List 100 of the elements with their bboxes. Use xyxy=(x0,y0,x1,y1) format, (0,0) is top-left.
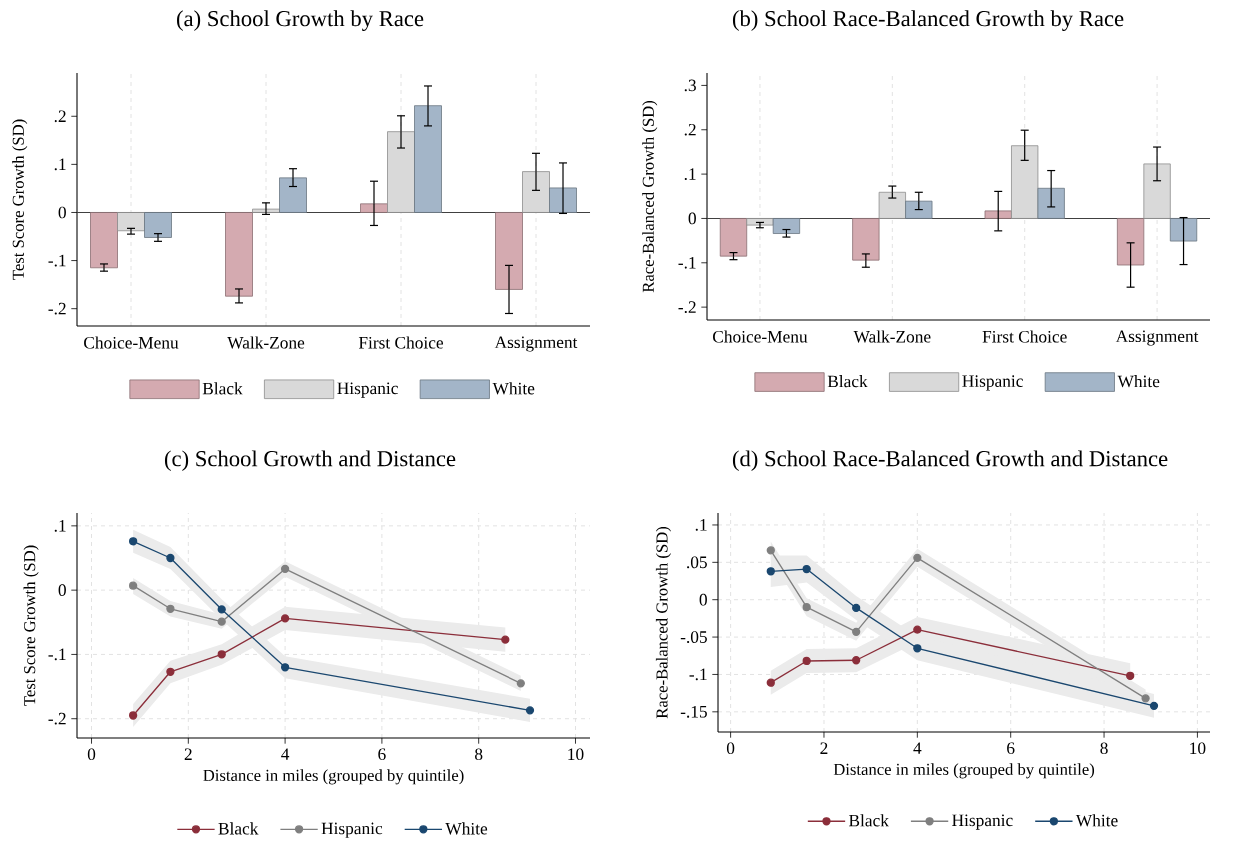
x-tick-label: 0 xyxy=(87,748,96,761)
y-tick-label: -.1 xyxy=(678,256,696,269)
point xyxy=(166,667,175,676)
point xyxy=(913,553,922,562)
x-tick-label: Walk-Zone xyxy=(853,330,931,343)
y-tick-label: -.15 xyxy=(680,705,707,718)
legend-label: White xyxy=(492,382,535,395)
x-tick-label: 2 xyxy=(820,742,828,754)
bar xyxy=(414,105,442,213)
point xyxy=(766,678,775,687)
x-axis-title: Distance in miles (grouped by quintile) xyxy=(833,763,1095,779)
x-tick-label: Walk-Zone xyxy=(227,336,305,349)
bar xyxy=(1143,163,1171,219)
y-tick-label: .05 xyxy=(687,556,707,569)
x-tick-label: 10 xyxy=(568,748,584,761)
bar xyxy=(905,200,933,219)
x-tick-label: First Choice xyxy=(358,336,444,349)
y-tick-label: .1 xyxy=(54,158,66,171)
bar xyxy=(1116,218,1145,266)
point xyxy=(1126,671,1135,681)
point xyxy=(280,564,290,574)
x-tick-label: 6 xyxy=(1007,742,1015,755)
legend-label: Black xyxy=(848,814,889,827)
chart-title: (b) School Race-Balanced Growth by Race xyxy=(732,10,1124,31)
y-tick-label: -.2 xyxy=(48,712,66,725)
point xyxy=(280,663,290,672)
legend-label: White xyxy=(1075,814,1118,827)
y-axis-title: Test Score Growth (SD) xyxy=(12,119,28,280)
bar xyxy=(1011,145,1039,219)
y-axis-title: Test Score Growth (SD) xyxy=(23,545,39,706)
x-tick-label: 0 xyxy=(726,742,735,755)
bar xyxy=(90,212,118,269)
y-tick-label: 0 xyxy=(688,212,696,225)
y-tick-label: -.1 xyxy=(48,648,66,661)
y-tick-label: 0 xyxy=(58,206,66,219)
x-tick-label: Choice-Menu xyxy=(713,330,808,343)
legend-label: Hispanic xyxy=(952,814,1013,830)
y-axis-title: Race-Balanced Growth (SD) xyxy=(642,100,658,293)
x-tick-label: 8 xyxy=(1100,742,1108,755)
x-axis-title: Distance in miles (grouped by quintile) xyxy=(203,769,464,785)
point xyxy=(802,564,811,574)
legend-label: Black xyxy=(202,382,243,395)
point xyxy=(280,614,290,623)
bar xyxy=(522,171,550,213)
chart-title: (c) School Growth and Distance xyxy=(164,450,456,471)
y-tick-label: -.1 xyxy=(689,668,707,681)
point xyxy=(129,711,138,720)
point xyxy=(766,567,775,576)
y-tick-label: -.2 xyxy=(48,302,66,315)
point xyxy=(166,604,175,613)
y-axis-title: Race-Balanced Growth (SD) xyxy=(655,526,672,719)
x-tick-label: Assignment xyxy=(1115,330,1199,346)
x-tick-label: 10 xyxy=(1190,742,1206,755)
x-tick-label: 8 xyxy=(475,748,483,761)
legend-label: Hispanic xyxy=(962,375,1023,391)
y-tick-label: .1 xyxy=(695,519,707,531)
chart-title: (a) School Growth by Race xyxy=(177,10,424,31)
point xyxy=(166,553,175,563)
legend-label: Hispanic xyxy=(321,822,383,838)
chart-title: (d) School Race-Balanced Growth and Distance xyxy=(732,450,1168,471)
y-tick-label: 0 xyxy=(699,593,707,606)
bar xyxy=(144,212,172,238)
bar xyxy=(772,218,801,234)
point xyxy=(913,644,922,653)
legend-label: White xyxy=(1117,375,1160,388)
bar xyxy=(279,177,307,213)
bar xyxy=(878,191,906,219)
point xyxy=(217,617,226,626)
bar xyxy=(252,208,280,213)
bar xyxy=(225,212,253,297)
x-tick-label: 4 xyxy=(913,742,922,754)
point xyxy=(217,650,226,659)
y-tick-label: .3 xyxy=(684,79,696,92)
y-tick-label: -.2 xyxy=(678,301,696,313)
point xyxy=(525,706,535,715)
point xyxy=(852,627,861,636)
y-tick-label: -.1 xyxy=(48,254,66,267)
y-tick-label: .2 xyxy=(54,110,66,123)
bar xyxy=(852,218,880,261)
x-tick-label: Assignment xyxy=(494,336,578,352)
point xyxy=(852,603,861,613)
point xyxy=(802,603,811,612)
point xyxy=(501,635,510,644)
bar xyxy=(719,218,748,257)
bar xyxy=(360,203,388,213)
y-tick-label: .1 xyxy=(684,168,696,180)
bar xyxy=(984,210,1012,219)
bar xyxy=(495,212,523,290)
x-tick-label: First Choice xyxy=(982,330,1067,343)
y-tick-label: .2 xyxy=(684,123,696,136)
x-tick-label: 2 xyxy=(184,748,192,760)
y-tick-label: 0 xyxy=(58,584,66,596)
point xyxy=(1149,701,1159,710)
point xyxy=(1141,694,1150,703)
legend-label: White xyxy=(445,822,488,835)
y-tick-label: -.05 xyxy=(680,631,707,643)
bar xyxy=(387,131,415,213)
point xyxy=(129,537,138,546)
point xyxy=(802,656,811,666)
x-tick-label: Choice-Menu xyxy=(84,336,179,349)
